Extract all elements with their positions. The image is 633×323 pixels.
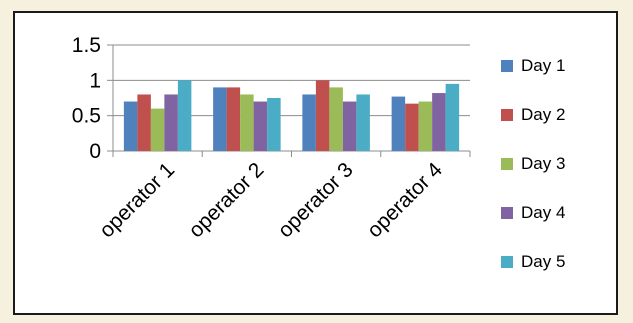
bar-day-3-operator-3 xyxy=(329,87,343,151)
legend-swatch xyxy=(501,256,513,268)
legend-swatch xyxy=(501,109,513,121)
bar-day-1-operator-3 xyxy=(302,94,316,151)
y-tick-label: 0.5 xyxy=(72,105,101,128)
bar-day-3-operator-4 xyxy=(418,101,433,151)
bar-chart: 0 0.5 1 1.5 operator 1 operator 2 operator 3 op… xyxy=(72,34,566,271)
bar-day-2-operator-4 xyxy=(405,103,419,151)
legend-label: Day 2 xyxy=(521,105,565,124)
legend-label: Day 1 xyxy=(521,56,565,75)
legend-swatch xyxy=(501,158,513,170)
y-tick-label: 0 xyxy=(89,140,101,163)
bar-day-4-operator-1 xyxy=(164,94,178,151)
bar-day-4-operator-2 xyxy=(253,101,268,151)
category-label: operator 4 xyxy=(363,158,447,242)
bar-day-2-operator-3 xyxy=(315,80,330,151)
bar-day-3-operator-2 xyxy=(240,94,254,151)
chart-container: 0 0.5 1 1.5 operator 1 operator 2 operator 3 op… xyxy=(13,11,618,315)
legend-swatch xyxy=(501,60,513,72)
category-label: operator 3 xyxy=(274,158,358,242)
category-label: operator 1 xyxy=(95,158,179,242)
legend-label: Day 3 xyxy=(521,154,565,173)
bar-day-2-operator-2 xyxy=(226,87,241,151)
bar-day-5-operator-4 xyxy=(445,83,460,151)
category-label: operator 2 xyxy=(184,158,268,242)
bar-day-1-operator-2 xyxy=(213,87,227,151)
bar-day-5-operator-1 xyxy=(177,80,192,151)
bar-day-4-operator-3 xyxy=(342,101,357,151)
bar-day-4-operator-4 xyxy=(432,93,446,151)
bar-day-2-operator-1 xyxy=(137,94,151,151)
legend-label: Day 5 xyxy=(521,252,565,271)
bar-day-3-operator-1 xyxy=(150,108,165,151)
bar-day-5-operator-2 xyxy=(267,98,281,151)
bar-day-1-operator-1 xyxy=(123,101,138,151)
bar-day-1-operator-4 xyxy=(391,96,406,151)
legend-label: Day 4 xyxy=(521,203,565,222)
y-tick-label: 1.5 xyxy=(72,34,101,57)
bar-day-5-operator-3 xyxy=(356,94,370,151)
y-tick-label: 1 xyxy=(89,69,101,92)
legend-swatch xyxy=(501,207,513,219)
